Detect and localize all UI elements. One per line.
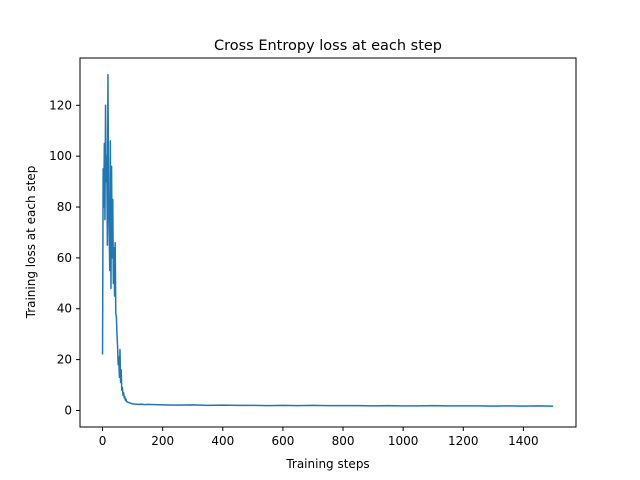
y-axis-label: Training loss at each step [24,166,38,320]
axes-frame [79,57,577,428]
y-tick-label: 40 [57,302,72,316]
loss-series-line [101,74,554,407]
y-tick-label: 60 [57,251,72,265]
x-tick-label: 600 [271,434,294,448]
x-tick-label: 400 [211,434,234,448]
x-tick-label: 200 [151,434,174,448]
x-axis: 0 200 400 600 800 1000 1200 1400 [99,427,539,448]
y-tick-label: 0 [64,403,72,417]
x-tick-label: 800 [332,434,355,448]
y-axis: 0 20 40 60 80 100 120 [49,98,80,417]
plot-area [101,74,554,407]
x-tick-label: 1200 [448,434,479,448]
x-tick-label: 0 [99,434,107,448]
y-tick-label: 120 [49,98,72,112]
x-tick-label: 1400 [508,434,539,448]
y-tick-label: 20 [57,353,72,367]
x-axis-label: Training steps [285,457,369,471]
y-tick-label: 80 [57,200,72,214]
chart-title: Cross Entropy loss at each step [214,38,442,54]
x-tick-label: 1000 [388,434,419,448]
y-tick-label: 100 [49,149,72,163]
